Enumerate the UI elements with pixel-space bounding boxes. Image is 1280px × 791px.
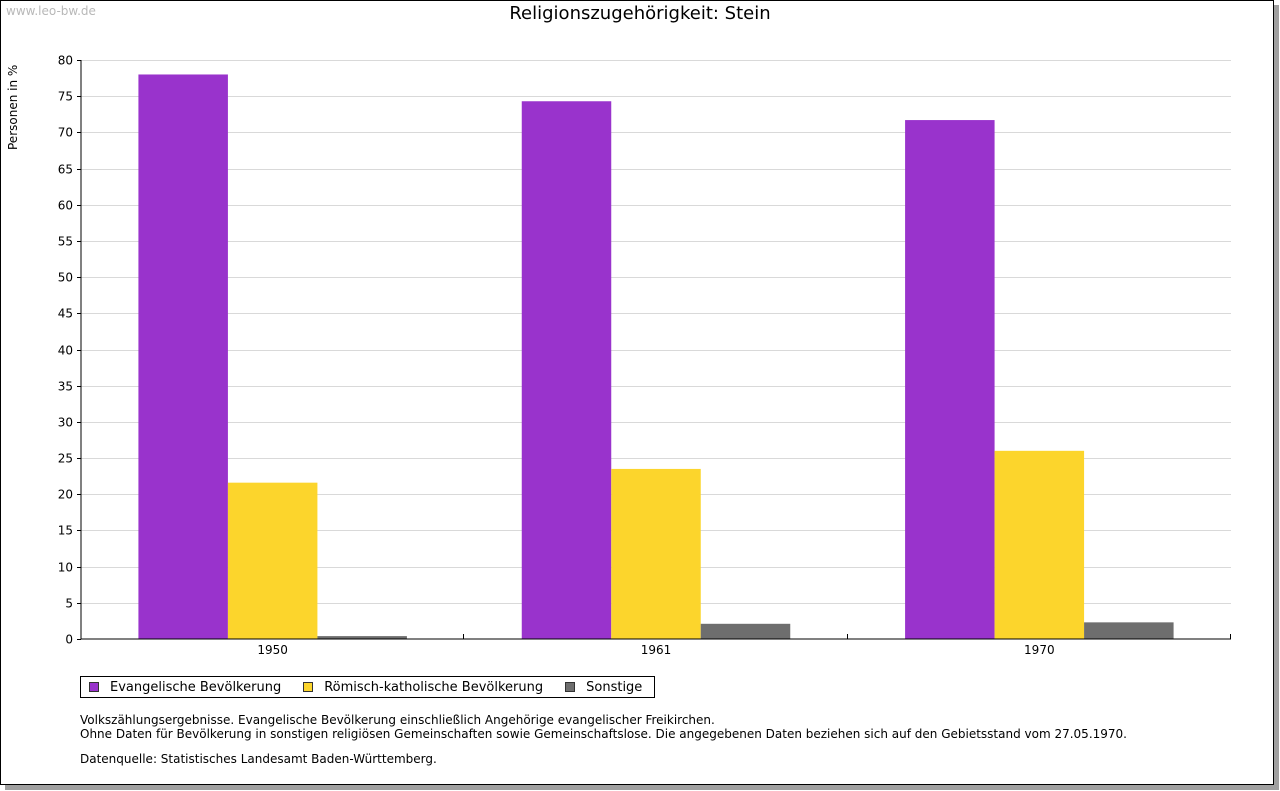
- legend: Evangelische Bevölkerung Römisch-katholis…: [80, 676, 656, 698]
- x-tick-label: 1970: [1024, 643, 1055, 657]
- x-tick-labels: 1950 1961 1970: [257, 643, 1054, 657]
- watermark: www.leo-bw.de: [6, 4, 96, 18]
- bar-römisch-katholische-1950: [227, 482, 318, 639]
- y-tick-label: 5: [65, 597, 73, 611]
- y-tick-label: 30: [58, 416, 73, 430]
- bar-evangelische-1961: [521, 101, 612, 639]
- legend-label: Evangelische Bevölkerung: [110, 679, 282, 695]
- y-tick-label: 70: [58, 126, 73, 140]
- legend-label: Römisch-katholische Bevölkerung: [324, 679, 544, 695]
- legend-swatch: [565, 682, 576, 692]
- y-tick-label: 45: [58, 307, 73, 321]
- y-tick-label: 65: [58, 163, 73, 177]
- y-tick-label: 0: [65, 633, 73, 647]
- y-tick-label: 25: [58, 452, 73, 466]
- chart-plot: 0 5 10 15 20 25 30 35 40 45 50 55 60 65 70 75 80 1950 196…: [6, 54, 1231, 657]
- y-axis-label: Personen in %: [6, 65, 20, 150]
- footnote-line-1: Volkszählungsergebnisse. Evangelische Be…: [80, 713, 715, 727]
- legend-item: Sonstige: [565, 680, 642, 695]
- legend-item: Römisch-katholische Bevölkerung: [303, 680, 543, 695]
- y-tick-label: 75: [58, 90, 73, 104]
- bar-sonstige-1970: [1084, 622, 1174, 639]
- bar-evangelische-1970: [905, 120, 995, 640]
- bar-römisch-katholische-1970: [994, 450, 1085, 639]
- data-source: Datenquelle: Statistisches Landesamt Bad…: [80, 752, 437, 766]
- y-tick-label: 10: [58, 561, 73, 575]
- x-tick-label: 1950: [257, 643, 288, 657]
- y-tick-labels: 0 5 10 15 20 25 30 35 40 45 50 55 60 65 70 75 80: [58, 54, 73, 647]
- y-tick-label: 80: [58, 54, 73, 68]
- x-tick-label: 1961: [641, 643, 672, 657]
- legend-item: Evangelische Bevölkerung: [89, 680, 281, 695]
- y-tick-label: 55: [58, 235, 73, 249]
- y-tick-label: 15: [58, 524, 73, 538]
- footnote-line-2: Ohne Daten für Bevölkerung in sonstigen …: [80, 727, 1127, 741]
- chart-title: Religionszugehörigkeit: Stein: [509, 3, 771, 24]
- y-tick-label: 20: [58, 488, 73, 502]
- bars: [138, 74, 1174, 640]
- y-tick-label: 35: [58, 380, 73, 394]
- bar-römisch-katholische-1961: [611, 468, 701, 639]
- bar-sonstige-1961: [700, 623, 791, 639]
- legend-swatch: [303, 682, 314, 692]
- bar-sonstige-1950: [317, 636, 407, 639]
- y-tick-label: 40: [58, 344, 73, 358]
- y-tick-label: 60: [58, 199, 73, 213]
- y-tick-label: 50: [58, 271, 73, 285]
- bar-evangelische-1950: [138, 74, 228, 640]
- legend-label: Sonstige: [586, 679, 643, 695]
- axes: [77, 60, 1231, 640]
- legend-swatch: [89, 682, 99, 692]
- footnotes: Volkszählungsergebnisse. Evangelische Be…: [80, 713, 1127, 741]
